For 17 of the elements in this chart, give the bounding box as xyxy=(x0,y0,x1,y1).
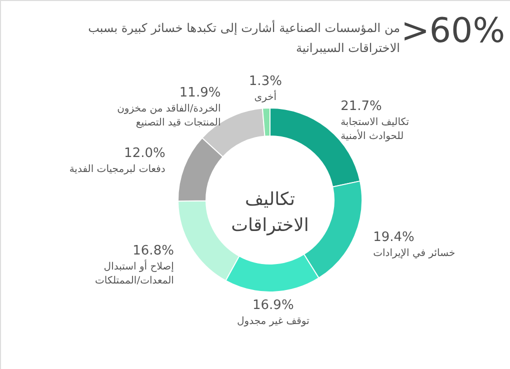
slice-label: دفعات لبرمجيات الفدية xyxy=(69,164,166,176)
slice-label: تكاليف الاستجابة للحوادث الأمنية xyxy=(340,117,410,142)
slice-label: إصلاح أو استبدال المعدات/الممتلكات xyxy=(95,260,174,287)
data-label: 21.7% xyxy=(340,99,382,114)
chart-title: >60% xyxy=(400,11,505,51)
data-label: 16.8% xyxy=(132,244,174,259)
data-label: 12.0% xyxy=(124,146,166,162)
data-label: 19.4% xyxy=(373,230,414,245)
data-label: 1.3% xyxy=(248,74,282,90)
slice-label: أخرى xyxy=(254,90,277,104)
slice-label: خسائر في الإيرادات xyxy=(373,248,456,259)
chart-subtitle: من المؤسسات الصناعية أشارت إلى تكبدها خسائر كبيرة بسبب الاختراقات السيبرانية xyxy=(88,20,400,55)
slice-label: الخردة/الفاقد من مخزون المنتجات قيد التصنيع xyxy=(117,103,221,128)
data-label: 11.9% xyxy=(179,85,221,100)
text: تكاليف الاختراقات xyxy=(231,189,309,236)
slice-label: توقف غير مجدول xyxy=(236,316,310,327)
data-label: 16.9% xyxy=(252,298,294,313)
